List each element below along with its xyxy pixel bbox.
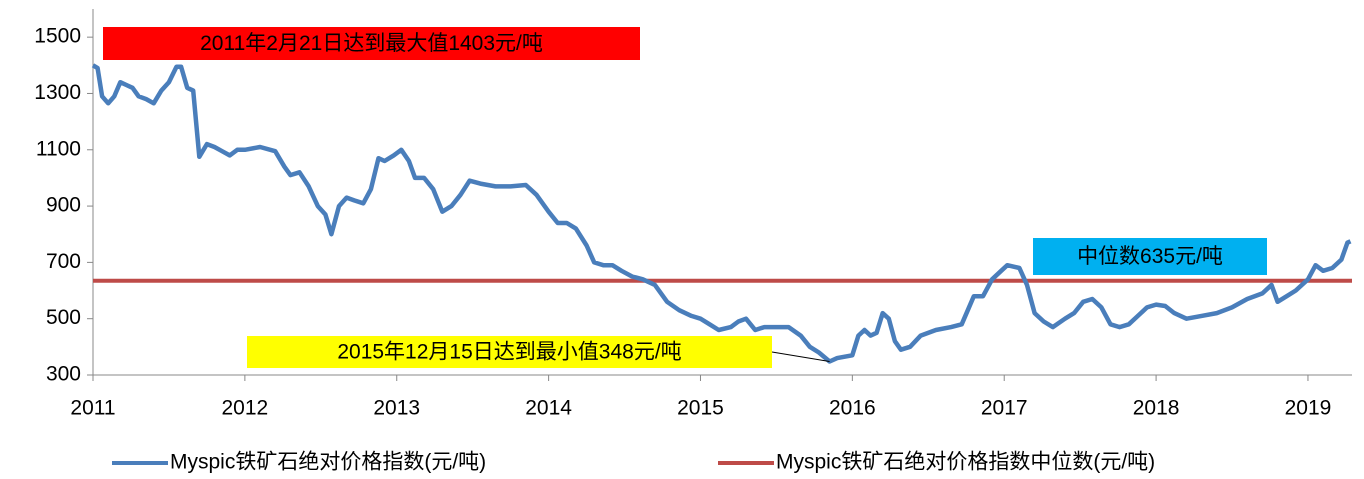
y-tick-label: 1300: [34, 81, 81, 104]
annotation-text: 中位数635元/吨: [1077, 245, 1223, 268]
x-tick-label: 2017: [981, 397, 1028, 420]
annotation-box: [247, 336, 772, 368]
x-tick-label: 2013: [373, 397, 420, 420]
x-tick-label: 2012: [222, 397, 269, 420]
annotation-text: 2015年12月15日达到最小值348元/吨: [337, 341, 681, 364]
x-tick-label: 2011: [70, 397, 115, 420]
annotation-text: 2011年2月21日达到最大值1403元/吨: [200, 32, 543, 55]
price-line: [91, 63, 1352, 364]
y-tick-label: 1500: [34, 25, 81, 48]
y-tick-label: 1100: [36, 137, 81, 160]
x-tick-label: 2014: [525, 397, 572, 420]
annotation-connector: [771, 351, 830, 362]
legend-label: Myspic铁矿石绝对价格指数中位数(元/吨): [776, 451, 1155, 474]
y-tick-label: 300: [46, 363, 81, 386]
x-tick-label: 2015: [677, 397, 724, 420]
y-tick-label: 500: [46, 306, 81, 329]
x-tick-label: 2018: [1133, 397, 1180, 420]
annotation-box: [1033, 238, 1267, 275]
y-tick-label: 700: [46, 250, 81, 273]
legend-label: Myspic铁矿石绝对价格指数(元/吨): [170, 451, 486, 474]
x-tick-label: 2016: [829, 397, 876, 420]
y-tick-label: 900: [46, 194, 81, 217]
annotation-box: [103, 27, 640, 60]
x-tick-label: 2019: [1285, 397, 1332, 420]
